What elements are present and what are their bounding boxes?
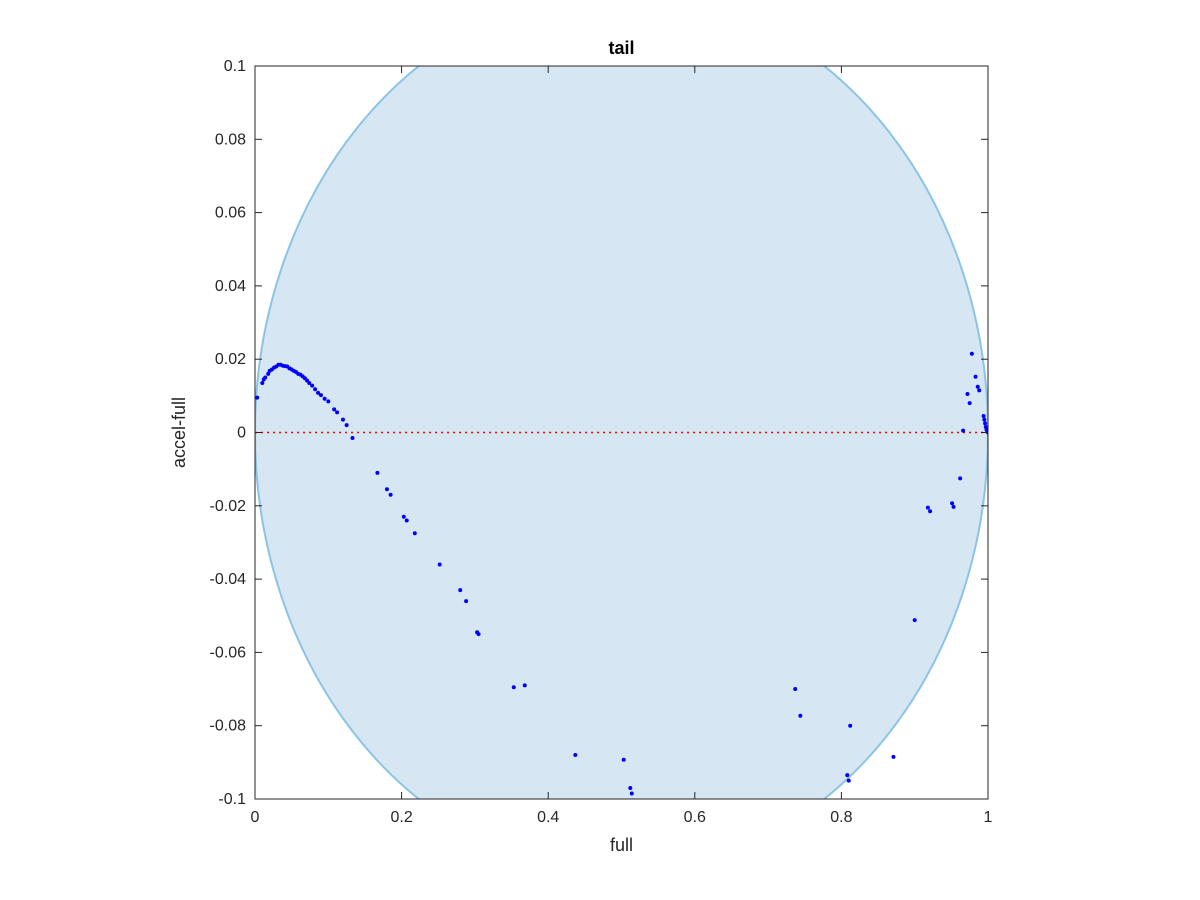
data-point [967, 401, 972, 406]
y-tick-label: -0.1 [218, 791, 246, 808]
data-point [437, 562, 442, 567]
data-point [621, 757, 626, 762]
data-point [350, 435, 355, 440]
data-point [375, 470, 380, 475]
data-point [344, 423, 349, 428]
data-point [464, 599, 469, 604]
y-tick-label: 0.06 [215, 205, 246, 222]
x-tick-label: 0.2 [390, 809, 412, 826]
data-point [310, 383, 315, 388]
axis-ticks: 0 0.2 0.4 0.6 0.8 1 0.1 0.08 0.06 0.04 0.02 0 -0.02 -… [210, 58, 993, 826]
data-point [573, 753, 578, 758]
y-tick-label: -0.02 [210, 498, 247, 515]
confidence-region [255, 66, 988, 799]
data-point [965, 392, 970, 397]
data-point [255, 395, 260, 400]
data-point [335, 410, 340, 415]
data-point [322, 396, 327, 401]
data-point [404, 518, 409, 523]
data-point [961, 428, 966, 433]
data-point [458, 588, 463, 593]
data-point [316, 390, 321, 395]
data-point [318, 393, 323, 398]
data-point [975, 384, 980, 389]
data-point [912, 618, 917, 623]
y-tick-label: 0.02 [215, 351, 246, 368]
data-point [977, 388, 982, 393]
data-point [981, 414, 986, 419]
y-tick-label: 0.04 [215, 278, 246, 295]
data-point [928, 509, 933, 514]
data-point [511, 685, 516, 690]
y-tick-label: 0.08 [215, 131, 246, 148]
x-tick-label: 0.4 [537, 809, 559, 826]
data-point [925, 505, 930, 510]
data-point [958, 476, 963, 481]
data-point [388, 492, 393, 497]
data-point [263, 375, 268, 380]
data-point [401, 514, 406, 519]
x-axis-label: full [610, 835, 633, 855]
data-point [522, 683, 527, 688]
data-point [983, 421, 988, 426]
y-tick-label: -0.04 [210, 571, 247, 588]
data-point [846, 778, 851, 783]
x-tick-label: 0.6 [684, 809, 706, 826]
data-point [973, 374, 978, 379]
data-point [951, 504, 956, 509]
y-axis-label: accel-full [169, 397, 189, 468]
data-point [793, 687, 798, 692]
data-point [798, 713, 803, 718]
data-point [848, 723, 853, 728]
plot-area [255, 66, 988, 799]
data-point [950, 501, 955, 506]
data-point [332, 407, 337, 412]
data-point [412, 531, 417, 536]
chart-title: tail [608, 38, 634, 58]
x-tick-label: 0 [251, 809, 260, 826]
data-point [845, 773, 850, 778]
data-point [629, 791, 634, 796]
y-tick-label: 0.1 [224, 58, 246, 75]
data-point [891, 754, 896, 759]
data-point [384, 487, 389, 492]
data-point [628, 786, 633, 791]
data-point [313, 387, 318, 392]
data-point [260, 381, 265, 386]
data-point [326, 399, 331, 404]
data-point [476, 632, 481, 637]
y-tick-label: -0.06 [210, 644, 247, 661]
data-point [307, 381, 312, 386]
y-tick-label: 0 [237, 425, 246, 442]
data-point [969, 351, 974, 356]
data-point [982, 417, 987, 422]
data-point [340, 417, 345, 422]
x-tick-label: 0.8 [830, 809, 852, 826]
x-tick-label: 1 [984, 809, 993, 826]
y-tick-label: -0.08 [210, 718, 247, 735]
